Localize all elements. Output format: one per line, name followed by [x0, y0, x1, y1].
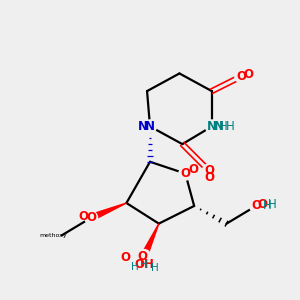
- Text: O: O: [79, 210, 89, 223]
- Text: N: N: [138, 120, 148, 133]
- Circle shape: [138, 250, 151, 262]
- Text: O: O: [236, 70, 246, 83]
- Circle shape: [250, 200, 262, 212]
- Text: H: H: [131, 262, 139, 272]
- Circle shape: [202, 164, 215, 177]
- Circle shape: [85, 211, 98, 224]
- Text: O: O: [244, 68, 254, 81]
- Text: O: O: [204, 164, 214, 177]
- Circle shape: [235, 70, 248, 83]
- Text: OH: OH: [134, 258, 154, 271]
- Text: O: O: [138, 250, 148, 262]
- Circle shape: [206, 120, 218, 133]
- Text: O: O: [189, 163, 199, 176]
- Text: H: H: [263, 200, 272, 212]
- Text: H: H: [219, 120, 227, 133]
- Text: O: O: [180, 167, 190, 180]
- Polygon shape: [90, 203, 126, 221]
- Polygon shape: [141, 224, 159, 257]
- Text: H: H: [151, 263, 158, 273]
- Text: O: O: [257, 198, 268, 211]
- Circle shape: [143, 120, 157, 133]
- Text: H: H: [268, 198, 277, 211]
- Text: methoxy: methoxy: [39, 233, 67, 238]
- Text: H: H: [226, 120, 235, 133]
- Text: O: O: [120, 251, 130, 264]
- Text: N: N: [145, 120, 155, 133]
- Text: N: N: [214, 120, 224, 133]
- Text: H: H: [140, 260, 148, 270]
- Text: O: O: [251, 200, 261, 212]
- Text: N: N: [207, 120, 217, 133]
- Text: O: O: [86, 211, 96, 224]
- Circle shape: [179, 167, 192, 180]
- Text: O: O: [204, 172, 214, 184]
